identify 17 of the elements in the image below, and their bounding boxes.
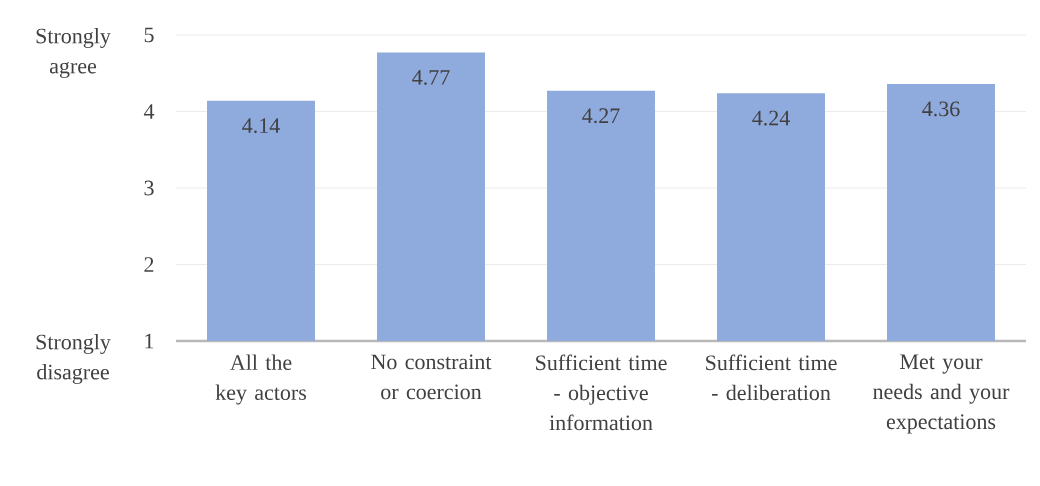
data-label: 4.36	[922, 101, 960, 117]
x-tick-label: All the key actors	[215, 354, 307, 405]
data-label: 4.77	[412, 70, 450, 85]
data-label: 4.14	[242, 118, 280, 134]
x-tick-label: No constraint or coercion	[371, 354, 492, 400]
x-tick-label: Sufficient time - deliberation	[706, 354, 837, 401]
y-tick-label: 4	[143, 104, 155, 119]
x-tick-label: Met your needs and your expectations	[873, 354, 1010, 434]
y-tick-label: 1	[145, 333, 154, 349]
data-label: 4.24	[752, 110, 790, 126]
y-tick-label: 5	[144, 27, 154, 43]
text: Strongly agree	[36, 27, 111, 78]
y-tick-label: 3	[144, 180, 154, 196]
data-label: 4.27	[582, 108, 620, 124]
y-tick-label: 2	[144, 257, 154, 272]
text: Strongly disagree	[36, 333, 111, 384]
x-tick-label: Sufficient time - objective information	[536, 354, 667, 431]
